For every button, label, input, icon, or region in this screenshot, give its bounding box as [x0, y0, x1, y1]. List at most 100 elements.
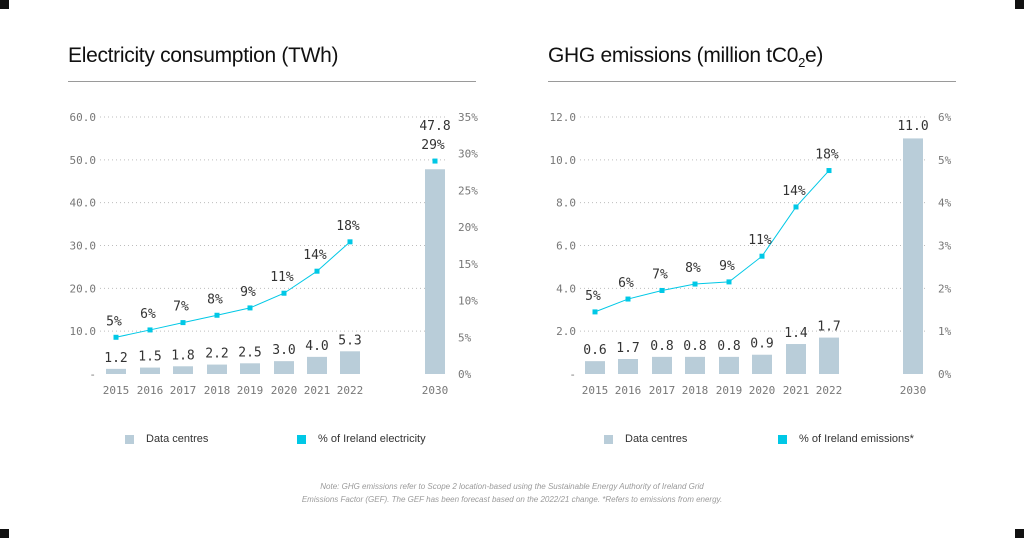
electricity-line-point	[314, 268, 320, 274]
electricity-y-tick-label: 40.0	[70, 197, 97, 210]
emissions-y2-tick-label: 6%	[938, 111, 952, 124]
electricity-x-tick-label: 2017	[170, 384, 197, 397]
emissions-line-value-label: 5%	[585, 289, 601, 304]
electricity-y2-tick-label: 5%	[458, 331, 472, 344]
electricity-bar-value-label: 47.8	[419, 119, 450, 134]
corner-mark-bottom-right	[1015, 529, 1024, 538]
emissions-y2-tick-label: 3%	[938, 240, 952, 253]
emissions-line-point	[726, 279, 732, 285]
emissions-y2-tick-label: 4%	[938, 197, 952, 210]
electricity-line-value-label: 11%	[270, 270, 294, 285]
electricity-x-tick-label: 2016	[137, 384, 164, 397]
electricity-bar-value-label: 4.0	[305, 339, 328, 354]
legend-label: Data centres	[625, 433, 688, 445]
electricity-bar	[240, 363, 260, 374]
electricity-bar	[173, 366, 193, 374]
electricity-y2-tick-label: 25%	[458, 184, 478, 197]
electricity-y-tick-label: 60.0	[70, 111, 97, 124]
emissions-bar-value-label: 0.8	[717, 339, 740, 354]
electricity-legend-bars: Data centres	[125, 433, 208, 445]
electricity-x-tick-label: 2022	[337, 384, 364, 397]
electricity-bar-value-label: 5.3	[338, 333, 361, 348]
legend-label: % of Ireland electricity	[318, 433, 426, 445]
electricity-line-point	[214, 312, 220, 318]
electricity-line-point	[247, 305, 253, 311]
electricity-bar-value-label: 2.2	[205, 347, 228, 362]
emissions-bar	[652, 356, 672, 374]
emissions-line-value-label: 9%	[719, 259, 735, 274]
electricity-y2-tick-label: 15%	[458, 258, 478, 271]
emissions-bar-value-label: 0.9	[750, 337, 773, 352]
electricity-y2-tick-label: 20%	[458, 221, 478, 234]
emissions-line-point	[826, 168, 832, 174]
emissions-line-point	[625, 296, 631, 302]
electricity-chart-title: Electricity consumption (TWh)	[68, 44, 339, 67]
electricity-x-tick-label: 2020	[271, 384, 298, 397]
emissions-bar	[786, 344, 806, 374]
emissions-bar-value-label: 1.7	[616, 341, 639, 356]
emissions-line-value-label: 6%	[618, 276, 634, 291]
electricity-y-tick-label: -	[89, 368, 96, 381]
electricity-y-tick-label: 20.0	[70, 282, 97, 295]
electricity-x-tick-label: 2030	[422, 384, 449, 397]
emissions-title-rule	[548, 81, 956, 82]
emissions-bar-value-label: 0.6	[583, 343, 606, 358]
electricity-line-point	[147, 327, 153, 333]
emissions-bar-value-label: 0.8	[683, 339, 706, 354]
electricity-line-value-label: 18%	[336, 219, 360, 234]
legend-bar-swatch	[125, 434, 134, 444]
emissions-y2-tick-label: 2%	[938, 282, 952, 295]
electricity-line-value-label: 29%	[421, 138, 445, 153]
footnote-line-2: Emissions Factor (GEF). The GEF has been…	[301, 495, 723, 504]
emissions-bar-value-label: 11.0	[897, 119, 928, 134]
electricity-bar-value-label: 1.5	[138, 350, 161, 365]
emissions-line-point	[692, 281, 698, 287]
emissions-line-point	[659, 287, 665, 293]
electricity-bar	[274, 361, 294, 374]
emissions-x-tick-label: 2019	[716, 384, 743, 397]
emissions-line-point	[759, 253, 765, 259]
electricity-y-tick-label: 30.0	[70, 240, 97, 253]
electricity-y-tick-label: 50.0	[70, 154, 97, 167]
electricity-bar	[340, 351, 360, 374]
emissions-chart-title: GHG emissions (million tC02e)	[548, 44, 823, 70]
electricity-bar-value-label: 2.5	[238, 345, 261, 360]
electricity-bar	[307, 356, 327, 374]
emissions-y-tick-label: -	[569, 368, 576, 381]
emissions-bar	[618, 359, 638, 374]
legend-bar-swatch	[604, 434, 613, 444]
electricity-line-value-label: 5%	[106, 314, 122, 329]
electricity-line-point	[281, 290, 287, 296]
emissions-bar	[719, 356, 739, 374]
emissions-line-value-label: 14%	[782, 184, 806, 199]
electricity-line-value-label: 8%	[207, 292, 223, 307]
emissions-y-tick-label: 12.0	[550, 111, 577, 124]
electricity-line-value-label: 14%	[303, 248, 327, 263]
emissions-line-value-label: 18%	[815, 148, 839, 163]
legend-label: Data centres	[146, 433, 209, 445]
electricity-line-point	[347, 239, 353, 245]
emissions-line-value-label: 11%	[748, 233, 772, 248]
emissions-x-tick-label: 2016	[615, 384, 642, 397]
emissions-legend-line: % of Ireland emissions*	[778, 433, 914, 445]
electricity-x-tick-label: 2018	[204, 384, 231, 397]
electricity-bar	[207, 364, 227, 374]
electricity-bar	[425, 169, 445, 374]
electricity-bar-value-label: 1.2	[104, 351, 127, 366]
emissions-y2-tick-label: 5%	[938, 154, 952, 167]
emissions-y-tick-label: 4.0	[556, 282, 576, 295]
electricity-x-tick-label: 2019	[237, 384, 264, 397]
emissions-line-point	[592, 309, 598, 315]
emissions-line-point	[793, 204, 799, 210]
electricity-line-series	[115, 241, 351, 338]
corner-mark-top-left	[0, 0, 9, 9]
legend-line-swatch	[297, 434, 306, 444]
emissions-bar-value-label: 1.4	[784, 326, 808, 341]
corner-mark-bottom-left	[0, 529, 9, 538]
electricity-line-point	[113, 334, 119, 340]
emissions-title-main: GHG emissions (million tC0	[548, 44, 799, 67]
electricity-line-value-label: 7%	[173, 300, 189, 315]
electricity-line-value-label: 6%	[140, 307, 156, 322]
electricity-line-value-label: 9%	[240, 285, 256, 300]
emissions-bar-value-label: 1.7	[817, 320, 840, 335]
